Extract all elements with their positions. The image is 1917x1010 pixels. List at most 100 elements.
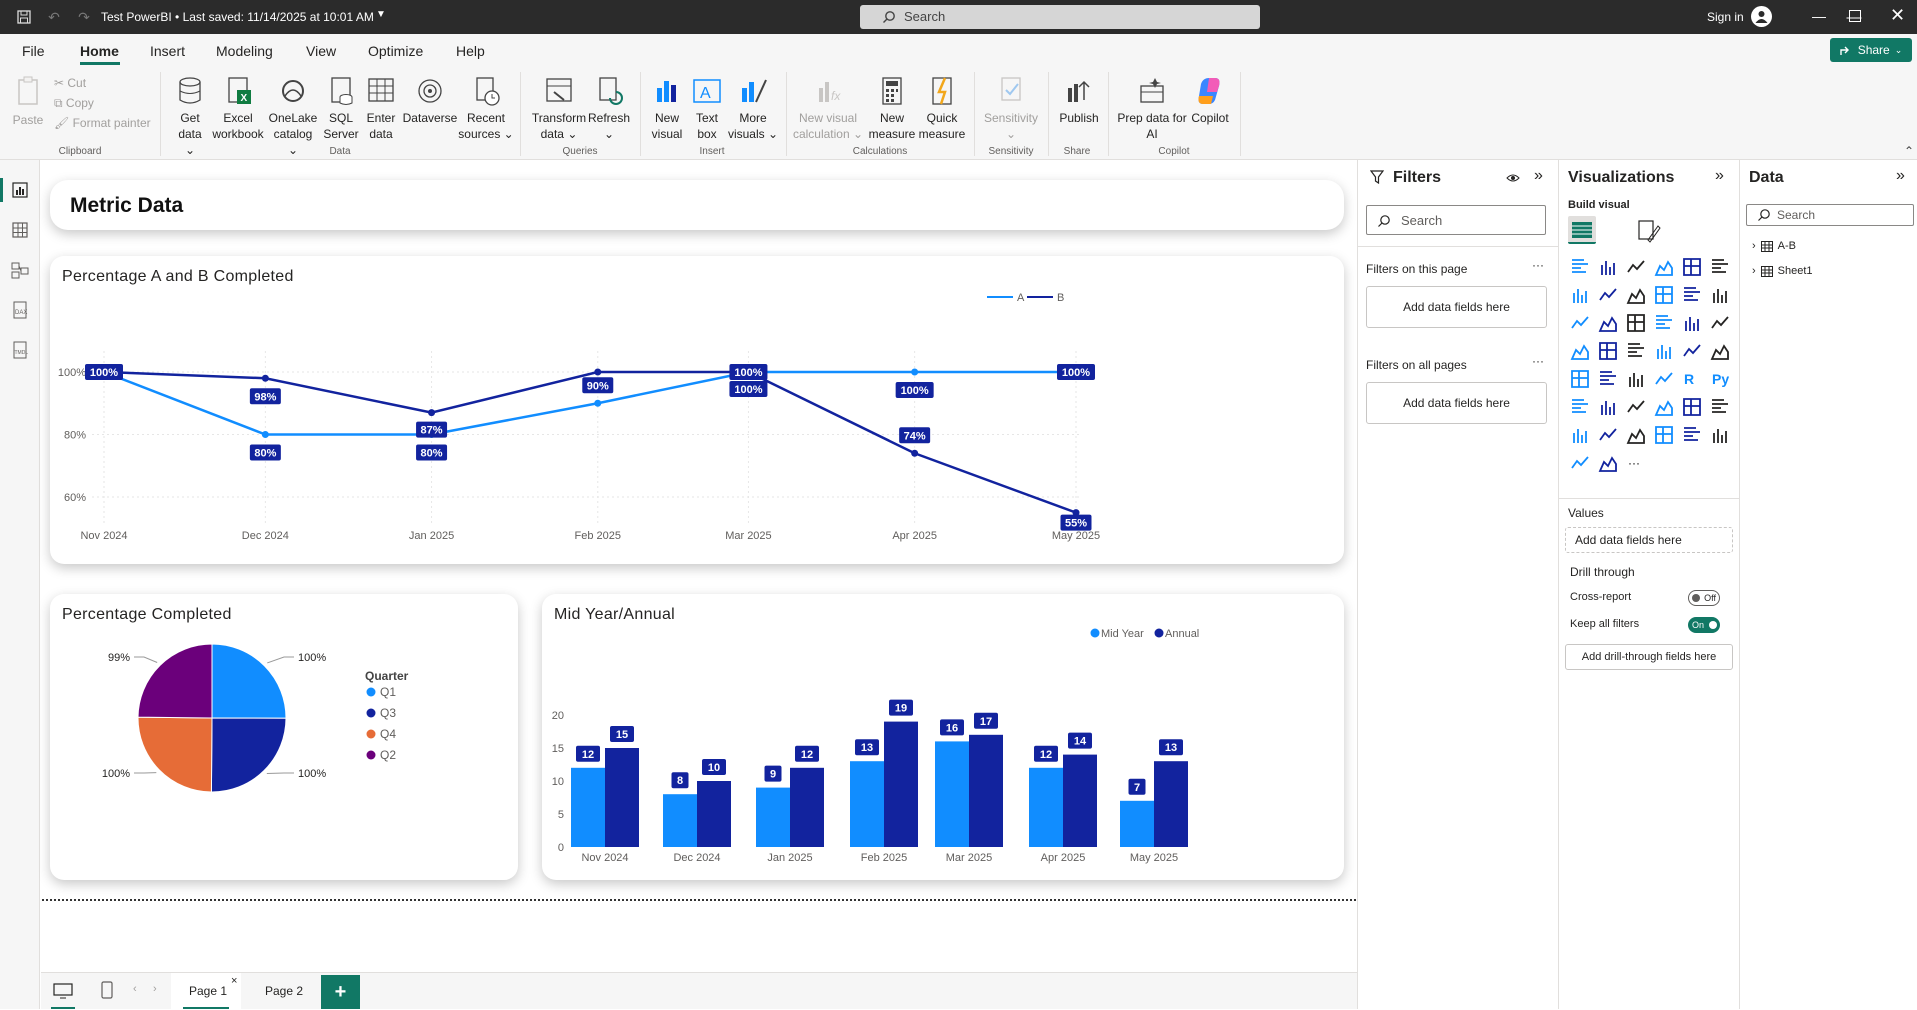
clustered-column-icon[interactable] bbox=[1653, 256, 1675, 278]
table-icon[interactable] bbox=[1625, 368, 1647, 390]
filters-all-pages-more-icon[interactable]: ··· bbox=[1532, 354, 1544, 368]
minimize-button[interactable]: — bbox=[1812, 9, 1826, 23]
expand-chevron-icon[interactable]: › bbox=[1752, 265, 1756, 277]
line-column-icon[interactable] bbox=[1653, 284, 1675, 306]
kpi-icon[interactable] bbox=[1569, 368, 1591, 390]
close-button[interactable]: ✕ bbox=[1890, 5, 1905, 26]
menu-modeling[interactable]: Modeling bbox=[216, 43, 273, 59]
account-icon[interactable] bbox=[1751, 6, 1772, 27]
stacked-column-icon[interactable] bbox=[1597, 256, 1619, 278]
values-dropzone[interactable]: Add data fields here bbox=[1565, 527, 1733, 553]
redo-icon[interactable]: ↷ bbox=[74, 7, 94, 27]
desktop-layout-icon[interactable] bbox=[53, 983, 73, 999]
multirow-card-icon[interactable] bbox=[1709, 340, 1731, 362]
python-visual-icon[interactable]: Py bbox=[1709, 368, 1731, 390]
filters-this-page-more-icon[interactable]: ··· bbox=[1532, 258, 1544, 272]
drill-through-dropzone[interactable]: Add drill-through fields here bbox=[1565, 644, 1733, 670]
add-page-button[interactable]: + bbox=[321, 975, 360, 1009]
image-icon[interactable] bbox=[1681, 424, 1703, 446]
data-search-input[interactable]: Search bbox=[1746, 204, 1914, 226]
waterfall-icon[interactable] bbox=[1569, 312, 1591, 334]
trophy-icon[interactable] bbox=[1569, 424, 1591, 446]
model-view-icon[interactable] bbox=[10, 260, 30, 280]
menu-file[interactable]: File bbox=[22, 43, 45, 59]
share-button[interactable]: Share ⌄ bbox=[1830, 38, 1912, 62]
refresh-button[interactable]: Refresh⌄ bbox=[588, 74, 630, 142]
pie-icon[interactable] bbox=[1653, 312, 1675, 334]
smart-narrative-icon[interactable] bbox=[1625, 424, 1647, 446]
sign-in-link[interactable]: Sign in bbox=[1707, 10, 1744, 24]
expand-chevron-icon[interactable]: › bbox=[1752, 240, 1756, 252]
gauge-icon[interactable] bbox=[1653, 340, 1675, 362]
paste-button[interactable]: Paste bbox=[10, 74, 46, 128]
100-column-icon[interactable] bbox=[1709, 256, 1731, 278]
area-icon[interactable] bbox=[1597, 284, 1619, 306]
filters-all-pages-dropzone[interactable]: Add data fields here bbox=[1366, 382, 1547, 424]
page-2-tab[interactable]: Page 2 bbox=[265, 984, 303, 998]
line-chart-card[interactable]: Percentage A and B Completed 100%80%60%N… bbox=[50, 256, 1344, 564]
dax-query-view-icon[interactable]: DAX bbox=[10, 300, 30, 320]
format-visual-icon[interactable] bbox=[1636, 218, 1662, 244]
title-dropdown-icon[interactable]: ▼ bbox=[376, 9, 386, 20]
stacked-bar-icon[interactable] bbox=[1569, 256, 1591, 278]
matrix-icon[interactable] bbox=[1653, 368, 1675, 390]
copilot-button[interactable]: Copilot bbox=[1186, 74, 1234, 126]
publish-button[interactable]: Publish bbox=[1054, 74, 1104, 126]
map-icon[interactable] bbox=[1569, 340, 1591, 362]
scatter-icon[interactable] bbox=[1625, 312, 1647, 334]
collapse-visualizations-icon[interactable]: » bbox=[1715, 167, 1724, 185]
ribbon-icon[interactable] bbox=[1709, 284, 1731, 306]
menu-home[interactable]: Home bbox=[80, 43, 119, 59]
copy-button[interactable]: ⧉ Copy bbox=[54, 96, 94, 111]
arrow-icon[interactable] bbox=[1597, 452, 1619, 474]
narrative-icon[interactable] bbox=[1653, 396, 1675, 418]
build-visual-tab[interactable] bbox=[1568, 216, 1596, 244]
more-icon[interactable]: ··· bbox=[1625, 452, 1647, 474]
filled-map-icon[interactable] bbox=[1597, 340, 1619, 362]
collapse-data-icon[interactable]: » bbox=[1896, 167, 1905, 185]
donut-icon[interactable] bbox=[1681, 312, 1703, 334]
line-icon[interactable] bbox=[1569, 284, 1591, 306]
mobile-layout-icon[interactable] bbox=[101, 981, 113, 999]
funnel-icon[interactable] bbox=[1597, 312, 1619, 334]
eye-icon[interactable] bbox=[1506, 172, 1520, 184]
azure-map-icon[interactable] bbox=[1625, 340, 1647, 362]
page-tab-active[interactable]: Page 1 × bbox=[171, 973, 241, 1010]
treemap-icon[interactable] bbox=[1709, 312, 1731, 334]
collapse-filters-icon[interactable]: » bbox=[1534, 167, 1543, 185]
diamond-icon[interactable] bbox=[1569, 452, 1591, 474]
card-icon[interactable] bbox=[1681, 340, 1703, 362]
r-visual-icon[interactable]: R bbox=[1681, 368, 1703, 390]
next-page-icon[interactable]: › bbox=[153, 983, 157, 995]
decomposition-tree-icon[interactable] bbox=[1597, 396, 1619, 418]
filters-this-page-dropzone[interactable]: Add data fields here bbox=[1366, 286, 1547, 328]
cut-button[interactable]: ✂ Cut bbox=[54, 76, 86, 90]
key-influencers-icon[interactable] bbox=[1569, 396, 1591, 418]
menu-insert[interactable]: Insert bbox=[150, 43, 185, 59]
table-view-icon[interactable] bbox=[10, 220, 30, 240]
filters-search-input[interactable]: Search bbox=[1366, 205, 1546, 235]
metrics-icon[interactable] bbox=[1709, 396, 1731, 418]
cross-report-toggle[interactable]: Off bbox=[1688, 590, 1720, 606]
menu-view[interactable]: View bbox=[306, 43, 336, 59]
menu-help[interactable]: Help bbox=[456, 43, 485, 59]
100-bar-icon[interactable] bbox=[1681, 256, 1703, 278]
paginated-icon[interactable] bbox=[1681, 396, 1703, 418]
maximize-button[interactable] bbox=[1849, 10, 1861, 22]
tmdl-view-icon[interactable]: TMDL bbox=[10, 340, 30, 360]
stacked-area-icon[interactable] bbox=[1625, 284, 1647, 306]
report-icon[interactable] bbox=[1597, 424, 1619, 446]
slicer-icon[interactable] bbox=[1597, 368, 1619, 390]
close-page-icon[interactable]: × bbox=[231, 975, 237, 987]
report-view-icon[interactable] bbox=[10, 180, 30, 200]
keep-all-filters-toggle[interactable]: On bbox=[1688, 617, 1720, 633]
